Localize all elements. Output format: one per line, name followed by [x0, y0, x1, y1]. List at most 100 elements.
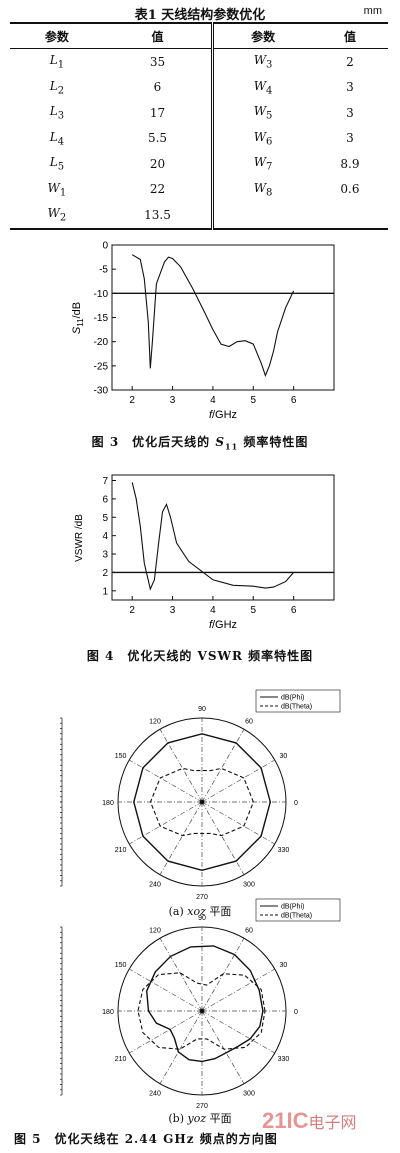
angle-spoke [129, 1010, 203, 1054]
param-name-cell: W2 [10, 202, 104, 230]
angle-spoke [129, 968, 203, 1012]
param-symbol: L [49, 155, 58, 170]
x-tick-label: 6 [291, 395, 297, 406]
param-symbol: W [253, 155, 267, 170]
angle-spoke [201, 968, 275, 1012]
header-value-1: 值 [103, 22, 215, 49]
fig3-caption-sub: 11 [225, 441, 239, 452]
param-symbol: L [49, 78, 58, 93]
plot-frame [111, 474, 335, 601]
y-tick-label: -25 [94, 361, 109, 372]
x-axis-label: f/GHz [209, 619, 237, 631]
y-tick-label: 1 [102, 586, 108, 597]
header-value-2: 值 [311, 22, 388, 49]
fig5a-caption-suffix: 平面 [205, 905, 232, 918]
vswr-chart: 2 3 4 5 6 1 2 3 4 5 6 7 f/GHz VSWR /dB [74, 474, 335, 631]
param-symbol: W [47, 206, 60, 221]
table-row: W2 13.5 [10, 202, 388, 230]
angle-label: 0 [294, 800, 298, 807]
angle-label: 330 [278, 1056, 290, 1063]
header-param-1: 参数 [10, 22, 104, 49]
param-value-cell: 3 [346, 131, 354, 146]
watermark-text: 电子网 [308, 1115, 357, 1132]
angle-label: 180 [102, 1009, 114, 1016]
param-symbol: W [47, 180, 60, 195]
table-header-row: 参数 值 参数 值 [10, 22, 388, 49]
table-row: L3 17 W5 3 [10, 100, 388, 126]
angle-label: 30 [280, 962, 288, 969]
angle-label: 150 [115, 753, 127, 760]
param-name-cell: L2 [10, 75, 104, 101]
param-name-cell: L1 [10, 49, 104, 75]
fig5b-caption-prefix: (b) [168, 1112, 188, 1125]
fig5a-caption-prefix: (a) [168, 905, 188, 918]
y-tick-label: -20 [94, 337, 109, 348]
angle-label: 330 [278, 847, 290, 854]
angle-spoke [129, 759, 203, 803]
angle-spoke [201, 1010, 275, 1054]
param-subscript: 3 [57, 110, 65, 122]
plot-frame [111, 244, 335, 391]
param-subscript: 5 [57, 161, 65, 173]
y-tick-label: 5 [102, 513, 108, 524]
param-subscript: 1 [57, 59, 65, 71]
angle-spoke [129, 801, 203, 845]
series-curve [137, 972, 266, 1050]
angle-spoke [159, 801, 203, 875]
series-curve [145, 945, 264, 1063]
fig3-caption-s: S [215, 435, 226, 449]
angle-spoke [201, 1010, 245, 1084]
angle-spoke [201, 801, 275, 845]
param-value-cell: 5.5 [103, 125, 215, 151]
angle-label: 150 [115, 962, 127, 969]
x-tick-label: 5 [250, 605, 256, 616]
param-name-cell: W1 [10, 177, 104, 203]
param-value-cell: 20 [103, 151, 215, 177]
fig5b-caption: (b) yoz 平面 [0, 1110, 400, 1126]
param-name-cell: W6 [213, 126, 312, 152]
param-symbol: W [253, 129, 267, 144]
legend-label: dB(Phi) [281, 904, 304, 911]
legend-label: dB(Phi) [281, 695, 304, 702]
series-line [131, 254, 295, 378]
param-value-cell: 22 [103, 176, 215, 202]
param-symbol: W [253, 78, 267, 93]
angle-label: 210 [115, 1056, 127, 1063]
param-value-cell: 0.6 [340, 182, 360, 197]
angle-label: 90 [198, 915, 206, 922]
param-subscript: 1 [59, 186, 67, 198]
param-name-cell: W3 [213, 49, 312, 75]
watermark-logo: 21IC电子网 [262, 1108, 357, 1134]
y-tick-label: 7 [102, 476, 108, 487]
param-value-cell: 3 [346, 80, 354, 95]
fig3-caption-suffix: 频率特性图 [238, 435, 309, 449]
param-symbol: W [253, 180, 267, 195]
table-unit: mm [363, 5, 382, 17]
y-tick-label: 2 [102, 568, 108, 579]
fig4-caption: 图 4 优化天线的 VSWR 频率特性图 [86, 649, 314, 663]
y-tick-label: 4 [102, 531, 108, 542]
x-tick-label: 6 [291, 605, 297, 616]
fig3-caption: 图 3 优化后天线的 S11 频率特性图 [0, 433, 400, 451]
param-name-cell: W5 [213, 100, 312, 126]
param-value-cell: 6 [103, 74, 215, 100]
param-symbol: L [49, 53, 58, 68]
angle-label: 240 [149, 1090, 161, 1097]
param-name-cell: W7 [213, 151, 312, 177]
param-symbol: W [253, 53, 267, 68]
angle-label: 270 [196, 894, 208, 901]
angle-spoke [159, 938, 203, 1012]
center-dot [199, 799, 205, 805]
legend-label: dB(Theta) [281, 913, 312, 920]
table-row: L5 20 W7 8.9 [10, 151, 388, 177]
param-value-cell: 3 [346, 105, 354, 120]
series-line [131, 482, 295, 591]
y-tick-label: -30 [94, 386, 109, 397]
polar-chart-xoz: 030609012015018021024027030033050-5-10-1… [60, 689, 341, 901]
param-subscript: 7 [266, 161, 273, 173]
angle-label: 270 [196, 1103, 208, 1110]
param-value-cell: 17 [103, 100, 215, 126]
angle-label: 240 [149, 881, 161, 888]
param-symbol: L [49, 129, 58, 144]
angle-label: 120 [149, 928, 161, 935]
